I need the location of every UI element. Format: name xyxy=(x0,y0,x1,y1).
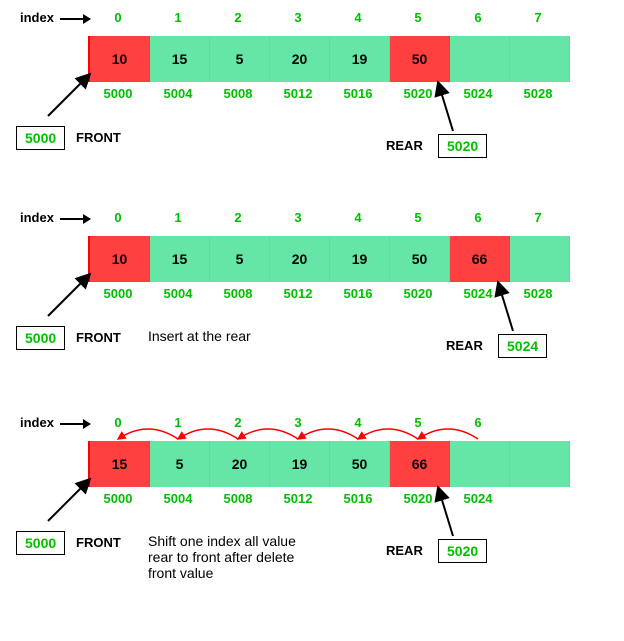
front-value-box: 5000 xyxy=(16,531,65,555)
index-number: 1 xyxy=(148,10,208,25)
address-label: 5016 xyxy=(328,286,388,301)
queue-diagram: index01234567101552019505000500450085012… xyxy=(8,8,616,188)
address-label: 5016 xyxy=(328,86,388,101)
rear-value-box: 5020 xyxy=(438,539,487,563)
array-cell: 15 xyxy=(150,36,210,82)
index-number: 1 xyxy=(148,210,208,225)
array-cell: 19 xyxy=(330,36,390,82)
array-cell: 5 xyxy=(210,236,270,282)
cells-row: 15520195066 xyxy=(88,441,570,487)
front-label: FRONT xyxy=(76,130,121,145)
array-cell: 20 xyxy=(210,441,270,487)
index-number: 4 xyxy=(328,10,388,25)
rear-value-box: 5020 xyxy=(438,134,487,158)
array-cell: 5 xyxy=(150,441,210,487)
index-number: 3 xyxy=(268,210,328,225)
index-number: 0 xyxy=(88,10,148,25)
arrow-right-icon xyxy=(60,423,90,425)
address-label: 5028 xyxy=(508,86,568,101)
arrow-right-icon xyxy=(60,18,90,20)
array-cell: 19 xyxy=(270,441,330,487)
address-label: 5012 xyxy=(268,286,328,301)
array-cell: 20 xyxy=(270,236,330,282)
rear-label: REAR xyxy=(386,138,423,153)
arrow-right-icon xyxy=(60,218,90,220)
address-row: 5000500450085012501650205024 xyxy=(88,491,568,506)
address-label: 5004 xyxy=(148,286,208,301)
array-cell: 50 xyxy=(390,236,450,282)
array-cell: 5 xyxy=(210,36,270,82)
queue-diagram: index01234567101552019506650005004500850… xyxy=(8,208,616,393)
index-number: 6 xyxy=(448,10,508,25)
rear-label: REAR xyxy=(386,543,423,558)
queue-diagram: index01234561552019506650005004500850125… xyxy=(8,413,616,613)
array-cell: 50 xyxy=(330,441,390,487)
index-number: 2 xyxy=(208,10,268,25)
index-number: 7 xyxy=(508,10,568,25)
front-label: FRONT xyxy=(76,330,121,345)
address-label: 5008 xyxy=(208,286,268,301)
index-number: 5 xyxy=(388,10,448,25)
array-cell: 19 xyxy=(330,236,390,282)
diagram-caption: Insert at the rear xyxy=(148,328,251,344)
address-label xyxy=(508,491,568,506)
index-word-label: index xyxy=(20,10,54,25)
index-word-label: index xyxy=(20,210,54,225)
index-number: 6 xyxy=(448,210,508,225)
index-number: 4 xyxy=(328,210,388,225)
front-pointer-arrow xyxy=(28,461,108,541)
array-cell xyxy=(510,36,570,82)
front-value-box: 5000 xyxy=(16,126,65,150)
array-cell: 20 xyxy=(270,36,330,82)
rear-label: REAR xyxy=(446,338,483,353)
index-number: 5 xyxy=(388,210,448,225)
index-number: 0 xyxy=(88,210,148,225)
front-pointer-arrow xyxy=(28,256,108,336)
address-label: 5012 xyxy=(268,86,328,101)
address-label: 5016 xyxy=(328,491,388,506)
index-number: 2 xyxy=(208,210,268,225)
front-pointer-arrow xyxy=(28,56,108,136)
front-value-box: 5000 xyxy=(16,326,65,350)
address-row: 50005004500850125016502050245028 xyxy=(88,86,568,101)
index-number: 7 xyxy=(508,210,568,225)
address-label: 5004 xyxy=(148,86,208,101)
rear-value-box: 5024 xyxy=(498,334,547,358)
address-label: 5008 xyxy=(208,86,268,101)
cells-row: 10155201950 xyxy=(88,36,570,82)
address-label: 5012 xyxy=(268,491,328,506)
diagram-caption: Shift one index all value rear to front … xyxy=(148,533,296,581)
address-label: 5008 xyxy=(208,491,268,506)
shift-arrows xyxy=(88,419,568,443)
array-cell: 15 xyxy=(150,236,210,282)
index-row: 01234567 xyxy=(88,10,568,25)
address-label: 5020 xyxy=(388,286,448,301)
address-label: 5004 xyxy=(148,491,208,506)
index-row: 01234567 xyxy=(88,210,568,225)
index-word-label: index xyxy=(20,415,54,430)
front-label: FRONT xyxy=(76,535,121,550)
array-cell xyxy=(510,441,570,487)
index-number: 3 xyxy=(268,10,328,25)
